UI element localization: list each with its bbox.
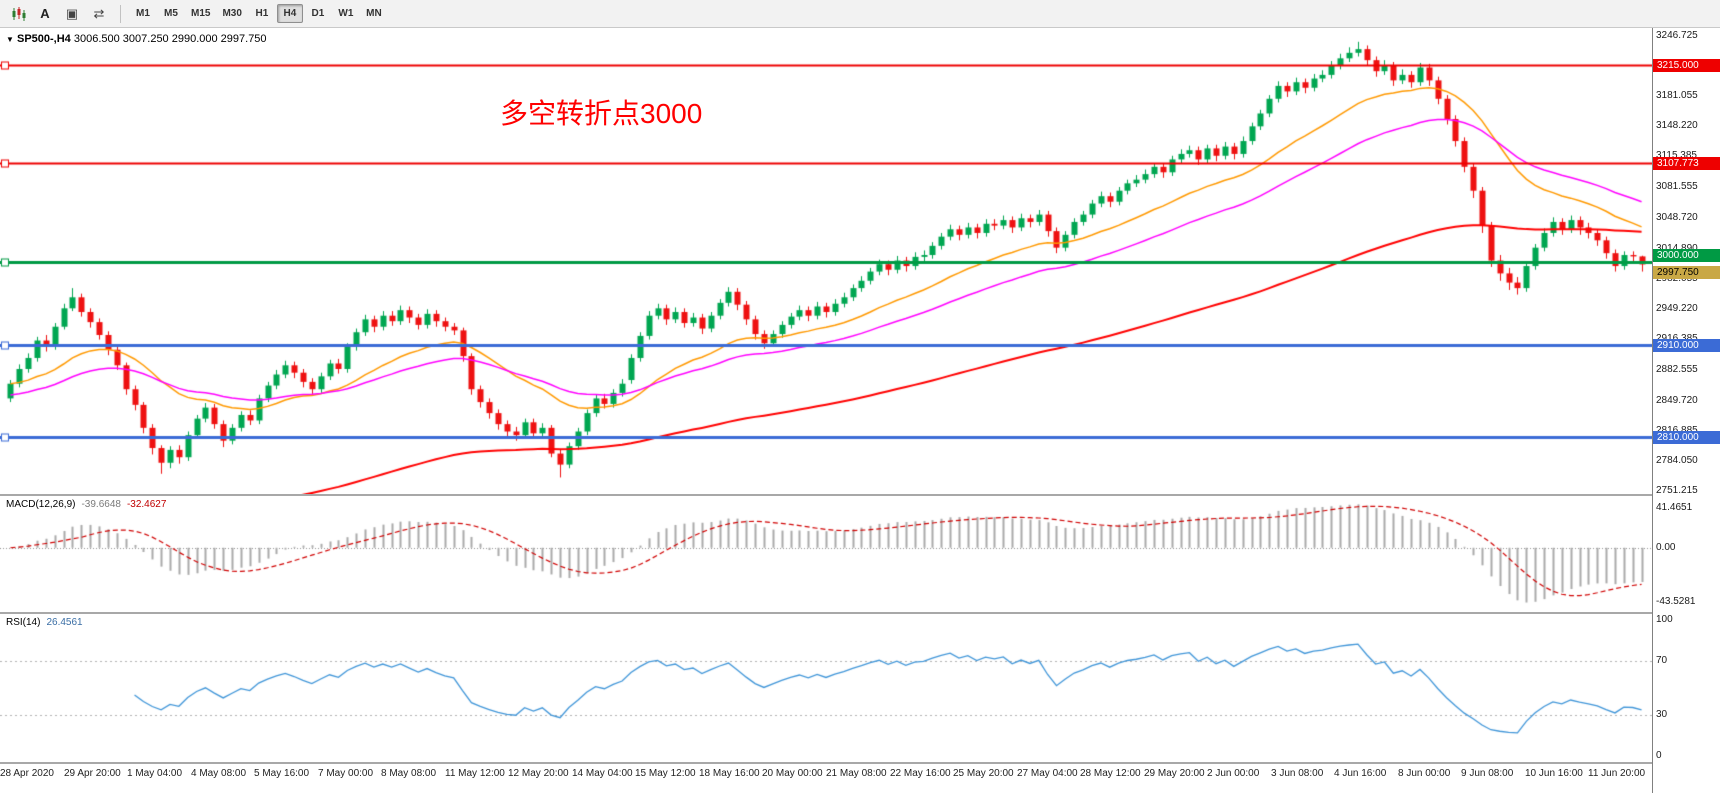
main-chart-pane [0, 28, 1652, 494]
time-axis-label: 4 May 08:00 [191, 768, 247, 779]
time-axis-label: 3 Jun 08:00 [1271, 768, 1324, 779]
price-axis-label: 2949.220 [1656, 303, 1698, 315]
hline-price-label: 3000.000 [1653, 249, 1720, 263]
price-axis-label: 3115.385 [1656, 150, 1697, 162]
chart-title: ▼ SP500-,H4 3006.500 3007.250 2990.000 2… [6, 33, 267, 45]
time-axis[interactable]: 28 Apr 2020 29 Apr 20:00 1 May 04:00 4 May … [0, 764, 1652, 793]
macd-scale-label: 0.00 [1656, 541, 1676, 553]
current-price-label: 2997.750 [1653, 266, 1720, 280]
collapse-arrow-icon[interactable]: ▼ [6, 35, 14, 44]
timeframe-M5-button[interactable]: M5 [164, 8, 178, 19]
price-axis-label: 2849.720 [1656, 394, 1698, 406]
macd-scale-label: -43.5281 [1656, 596, 1696, 607]
macd-scale-label: 41.4651 [1656, 502, 1693, 513]
objects-icon[interactable]: ▣ [65, 5, 79, 21]
timeframe-D1-button[interactable]: D1 [311, 8, 325, 19]
rsi-scale-label: 30 [1656, 709, 1668, 721]
price-axis-label: 3181.055 [1656, 89, 1698, 101]
time-axis-label: 28 Apr 2020 [0, 768, 54, 779]
time-axis-label: 10 Jun 16:00 [1525, 768, 1583, 779]
timeframe-MN-button[interactable]: MN [366, 8, 382, 19]
time-axis-label: 7 May 00:00 [318, 768, 374, 779]
timeframe-W1-button[interactable]: W1 [338, 8, 354, 19]
time-axis-label: 5 May 16:00 [254, 768, 310, 779]
rsi-indicator-label: RSI(14) 26.4561 [6, 617, 83, 628]
macd-indicator-label: MACD(12,26,9) -39.6648 -32.4627 [6, 499, 166, 510]
macd-pane [0, 496, 1652, 612]
price-axis-label: 3048.720 [1656, 211, 1698, 223]
symbol-timeframe-label: SP500-,H4 [16, 33, 71, 45]
price-axis-label: 2916.385 [1656, 333, 1698, 345]
time-axis-label: 22 May 16:00 [890, 768, 951, 779]
time-axis-label: 21 May 08:00 [826, 768, 887, 779]
time-axis-label: 9 Jun 08:00 [1461, 768, 1514, 779]
hline-price-label: 2810.000 [1653, 431, 1720, 444]
chart-text-annotation[interactable]: 多空转折点3000 [500, 98, 703, 129]
chart-window-icon[interactable] [6, 3, 30, 25]
price-axis-label: 3148.220 [1656, 120, 1698, 132]
hline-price-label: 3107.773 [1653, 157, 1720, 171]
time-axis-label: 11 May 12:00 [445, 768, 505, 779]
timeframe-M30-button[interactable]: M30 [222, 8, 242, 19]
time-axis-label: 1 May 04:00 [127, 768, 183, 779]
hline-price-label: 3215.000 [1653, 58, 1720, 72]
time-axis-label: 4 Jun 16:00 [1334, 768, 1387, 779]
rsi-scale-label: 0 [1656, 750, 1662, 761]
price-axis-label: 3014.890 [1656, 242, 1698, 254]
macd-value: -39.6648 [81, 499, 121, 510]
text-tool-icon[interactable]: A [40, 6, 50, 21]
time-axis-label: 27 May 04:00 [1017, 768, 1078, 779]
pane-splitter[interactable] [0, 612, 1720, 614]
rsi-name: RSI(14) [6, 617, 41, 628]
ohlc-values: 3006.500 3007.250 2990.000 2997.750 [73, 33, 267, 45]
price-axis-label: 2882.555 [1656, 364, 1698, 376]
price-axis-label: 2784.050 [1656, 454, 1698, 466]
price-axis-label: 3246.725 [1656, 29, 1698, 41]
time-axis-label: 11 Jun 20:00 [1588, 768, 1646, 779]
rsi-value: 26.4561 [46, 617, 83, 628]
macd-signal-value: -32.4627 [126, 499, 167, 510]
timeframe-H4-button[interactable]: H4 [276, 4, 303, 23]
timeframe-M1-button[interactable]: M1 [136, 8, 150, 19]
toolbar-separator [120, 4, 121, 23]
macd-name: MACD(12,26,9) [6, 499, 76, 510]
price-axis-label: 3081.555 [1656, 181, 1698, 193]
time-axis-label: 12 May 20:00 [508, 768, 569, 779]
time-axis-label: 8 May 08:00 [381, 768, 437, 779]
time-axis-label: 8 Jun 00:00 [1398, 768, 1451, 779]
pane-splitter[interactable] [0, 494, 1720, 496]
timeframe-H1-button[interactable]: H1 [255, 8, 269, 19]
price-axis-label: 2816.885 [1656, 425, 1698, 437]
rsi-scale-label: 70 [1656, 654, 1668, 666]
price-axis-label: 2751.215 [1656, 485, 1698, 497]
price-axis[interactable]: 3246.7253213.8903181.0553148.2203115.385… [1652, 28, 1720, 793]
time-axis-label: 14 May 04:00 [572, 768, 633, 779]
time-axis-label: 18 May 16:00 [699, 768, 760, 779]
top-toolbar: A ▣ ⇄ M1 M5 M15 M30 H1 H4 D1 W1 MN [0, 0, 1720, 28]
time-axis-label: 29 Apr 20:00 [64, 768, 121, 779]
auto-scroll-icon[interactable]: ⇄ [93, 5, 105, 21]
pane-splitter[interactable] [0, 762, 1720, 764]
time-axis-label: 25 May 20:00 [953, 768, 1014, 779]
main-chart-canvas[interactable] [0, 28, 1652, 494]
rsi-scale-label: 100 [1656, 614, 1673, 625]
time-axis-label: 15 May 12:00 [635, 768, 696, 779]
timeframe-button-group: M1 M5 M15 M30 H1 H4 D1 W1 MN [130, 4, 387, 23]
timeframe-M15-button[interactable]: M15 [191, 8, 211, 19]
time-axis-label: 28 May 12:00 [1080, 768, 1141, 779]
rsi-pane [0, 614, 1652, 762]
time-axis-label: 20 May 00:00 [762, 768, 823, 779]
time-axis-label: 29 May 20:00 [1144, 768, 1205, 779]
rsi-canvas[interactable] [0, 614, 1652, 762]
macd-canvas[interactable] [0, 496, 1652, 612]
time-axis-label: 2 Jun 00:00 [1207, 768, 1260, 779]
hline-price-label: 2910.000 [1653, 339, 1720, 353]
